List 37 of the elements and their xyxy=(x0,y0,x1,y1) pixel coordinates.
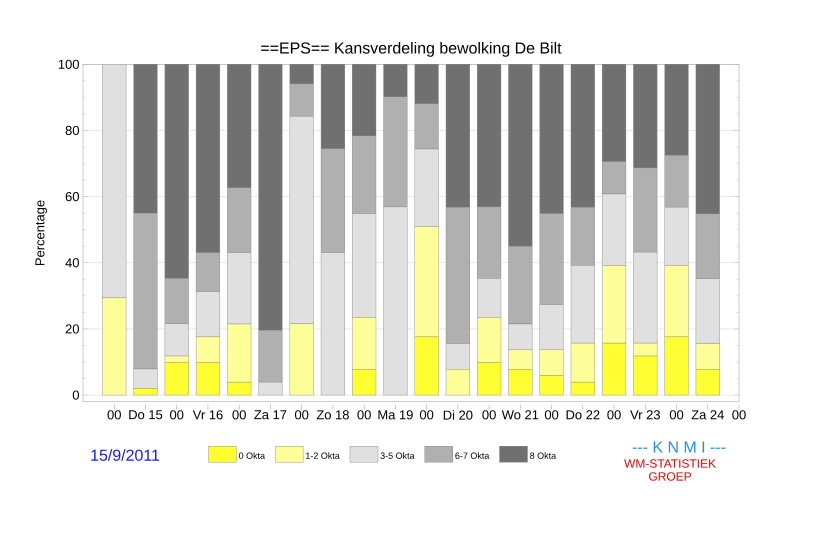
x-tick-label: Vr 16 xyxy=(192,410,223,420)
x-tick-label: Do 15 xyxy=(129,410,162,420)
legend-label: 8 Okta xyxy=(530,452,556,459)
x-tick-label: Vr 23 xyxy=(630,410,660,420)
x-tick-label: 00 xyxy=(108,410,121,420)
y-axis-title: Percentage xyxy=(35,200,48,266)
x-tick-label: 00 xyxy=(232,410,246,420)
x-tick-label: 00 xyxy=(294,410,308,420)
text: 15/9/2011 xyxy=(91,449,160,461)
x-tick-label: 00 xyxy=(357,410,371,420)
legend-label: 6-7 Okta xyxy=(455,452,490,459)
x-tick-label: Wo 21 xyxy=(502,410,538,420)
y-tick-label: 100 xyxy=(58,60,79,69)
x-tick-label: Ma 19 xyxy=(378,410,413,420)
x-tick-label: 00 xyxy=(420,410,434,420)
x-tick-label: 00 xyxy=(607,410,621,420)
x-tick-label: Za 17 xyxy=(254,410,286,420)
legend-label: 0 Okta xyxy=(238,452,266,459)
x-tick-label: 00 xyxy=(732,410,746,420)
x-tick-label: 00 xyxy=(482,410,496,420)
x-tick-label: Za 24 xyxy=(692,410,724,420)
x-tick-label: 00 xyxy=(670,410,684,420)
y-tick-label: 20 xyxy=(66,324,79,334)
legend-label: 3-5 Okta xyxy=(380,452,415,459)
text: WM-STATISTIEK GROEP xyxy=(624,459,716,481)
chart-title: ==EPS== Kansverdeling bewolking De Bilt xyxy=(261,42,562,57)
legend-label: 1-2 Okta xyxy=(306,452,340,459)
x-tick-label: Do 22 xyxy=(566,410,600,420)
y-tick-label: 80 xyxy=(66,126,79,136)
y-tick-label: 40 xyxy=(65,258,79,268)
x-tick-label: 00 xyxy=(544,410,558,420)
text: --- K N M I --- xyxy=(632,442,726,452)
x-tick-label: Zo 18 xyxy=(316,410,349,420)
y-tick-label: 60 xyxy=(66,192,79,202)
y-tick-label: 0 xyxy=(72,390,79,400)
x-tick-label: 00 xyxy=(170,410,184,420)
x-tick-label: Di 20 xyxy=(444,410,472,420)
